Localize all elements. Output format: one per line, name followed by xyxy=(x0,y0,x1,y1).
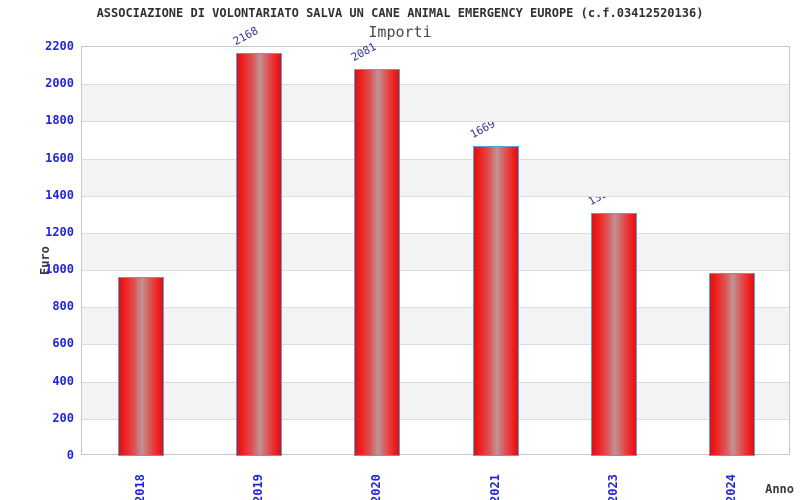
y-tick-label: 400 xyxy=(52,373,74,388)
x-tick-label: 2020 xyxy=(369,474,384,500)
plot-band xyxy=(82,344,789,381)
chart-subtitle: Importi xyxy=(368,23,432,41)
plot-band xyxy=(82,270,789,307)
plot-band xyxy=(82,307,789,345)
gridline xyxy=(82,232,789,234)
gridline xyxy=(82,121,789,123)
y-tick-label: 2200 xyxy=(45,39,74,53)
bar-2023 xyxy=(590,213,637,456)
chart-title: ASSOCIAZIONE DI VOLONTARIATO SALVA UN CA… xyxy=(96,6,704,20)
y-tick-label: 2000 xyxy=(45,76,74,91)
plot-band xyxy=(82,121,789,158)
plot-band xyxy=(82,47,789,84)
bar-2021 xyxy=(472,145,519,456)
x-tick-label: 2019 xyxy=(251,474,266,500)
gridline xyxy=(82,381,789,383)
plot-band xyxy=(82,232,789,271)
x-tick-label: 2021 xyxy=(487,474,502,500)
y-tick-label: 1400 xyxy=(45,187,74,202)
x-tick-label: 2018 xyxy=(133,474,148,500)
bar-2024 xyxy=(708,272,755,456)
bar-2018 xyxy=(118,277,165,456)
y-tick-label: 600 xyxy=(52,336,74,351)
y-tick-label: 1200 xyxy=(45,224,74,239)
bar-2019 xyxy=(236,52,283,456)
y-tick-label: 800 xyxy=(52,299,74,314)
plot-band xyxy=(82,381,789,419)
plot-band xyxy=(82,84,789,122)
y-tick-label: 1000 xyxy=(45,262,74,277)
gridline xyxy=(82,84,789,86)
y-tick-label: 0 xyxy=(66,448,74,462)
bar-2020 xyxy=(354,69,401,456)
plot-band xyxy=(82,158,789,196)
x-tick-label: 2024 xyxy=(723,474,738,500)
gridline xyxy=(82,195,789,197)
y-tick-label: 1600 xyxy=(45,150,74,165)
x-axis-label: Anno xyxy=(765,482,794,496)
gridline xyxy=(82,270,789,272)
gridline xyxy=(82,418,789,420)
plot-band xyxy=(82,196,789,233)
gridline xyxy=(82,307,789,309)
y-tick-label: 200 xyxy=(52,410,74,425)
gridline xyxy=(82,344,789,346)
gridline xyxy=(82,158,789,160)
plot-area xyxy=(81,46,790,456)
x-tick-label: 2023 xyxy=(605,474,620,500)
plot-band xyxy=(82,419,789,456)
y-tick-label: 1800 xyxy=(45,113,74,128)
